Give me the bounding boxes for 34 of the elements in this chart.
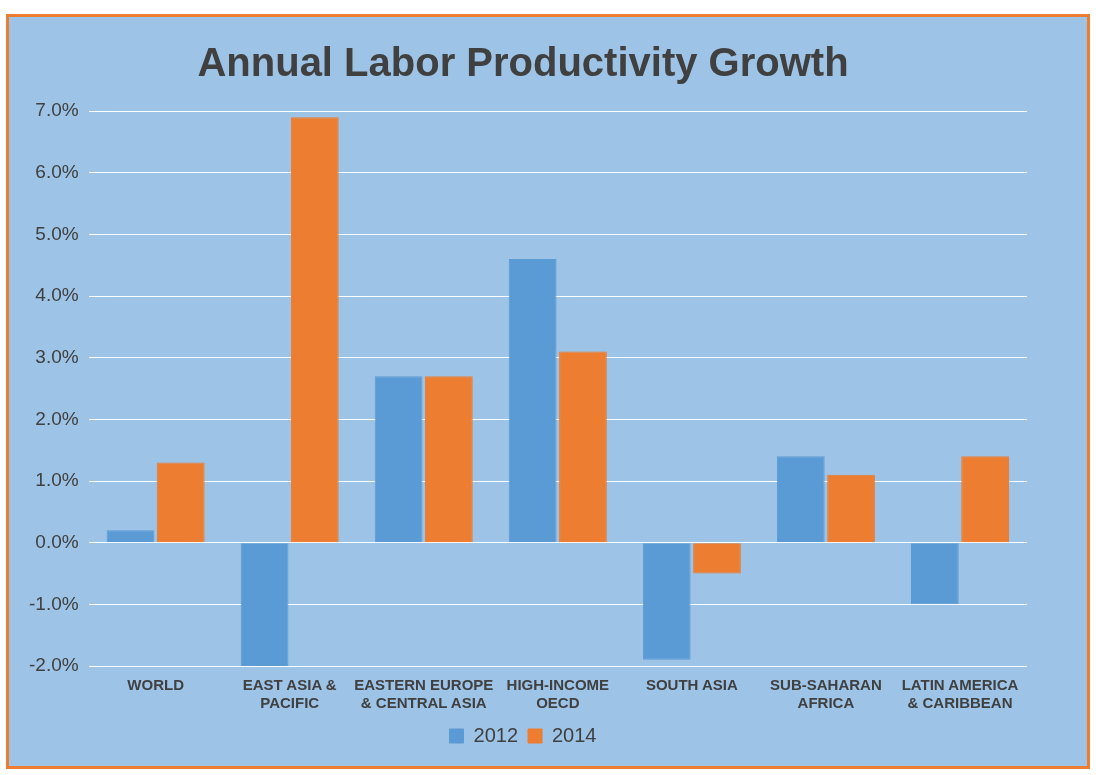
y-tick-label: 6.0%	[35, 160, 79, 182]
bar	[374, 376, 423, 543]
y-tick-label: 4.0%	[35, 284, 79, 306]
legend-label: 2014	[552, 723, 597, 746]
x-tick-label: WORLD	[127, 676, 185, 694]
bar	[559, 351, 607, 543]
bar	[642, 543, 691, 660]
x-tick-label: LATIN AMERICA & CARIBBEAN	[901, 676, 1019, 712]
bar	[425, 376, 473, 543]
y-tick-label: 5.0%	[35, 222, 79, 244]
bar	[508, 259, 557, 543]
bar	[106, 530, 155, 543]
y-tick-label: -1.0%	[28, 592, 79, 614]
y-tick-label: 1.0%	[35, 469, 79, 491]
x-tick-label: SOUTH ASIA	[645, 676, 739, 694]
y-tick-label: 3.0%	[35, 345, 79, 367]
bar	[827, 474, 875, 543]
y-tick-label: 7.0%	[35, 99, 79, 121]
bar	[156, 462, 205, 543]
y-tick-label: 0.0%	[35, 530, 79, 552]
bar	[240, 543, 289, 666]
chart-title: Annual Labor Productivity Growth	[197, 40, 849, 85]
bar	[693, 543, 741, 574]
bar	[910, 543, 959, 605]
x-tick-label: HIGH-INCOME OECD	[506, 676, 610, 712]
y-tick-label: -2.0%	[28, 654, 79, 676]
x-tick-label: EAST ASIA & PACIFIC	[242, 676, 337, 712]
x-tick-label: SUB-SAHARAN AFRICA	[770, 676, 882, 712]
legend-label: 2012	[473, 723, 519, 746]
bar	[290, 117, 339, 543]
bar	[776, 456, 825, 543]
bar	[961, 456, 1009, 543]
x-tick-label: EASTERN EUROPE & CENTRAL ASIA	[354, 676, 494, 712]
y-tick-label: 2.0%	[35, 407, 79, 429]
